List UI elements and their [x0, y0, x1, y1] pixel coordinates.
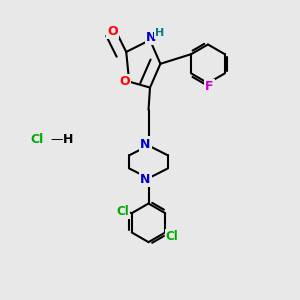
Text: H: H	[155, 28, 164, 38]
Text: O: O	[119, 75, 130, 88]
Text: N: N	[140, 173, 151, 186]
Text: N: N	[140, 138, 151, 151]
Text: Cl: Cl	[30, 133, 44, 146]
Text: O: O	[107, 25, 118, 38]
Text: —: —	[50, 133, 63, 146]
Text: F: F	[205, 80, 214, 94]
Text: Cl: Cl	[166, 230, 178, 243]
Text: N: N	[146, 31, 157, 44]
Text: Cl: Cl	[116, 205, 129, 218]
Text: H: H	[63, 133, 74, 146]
